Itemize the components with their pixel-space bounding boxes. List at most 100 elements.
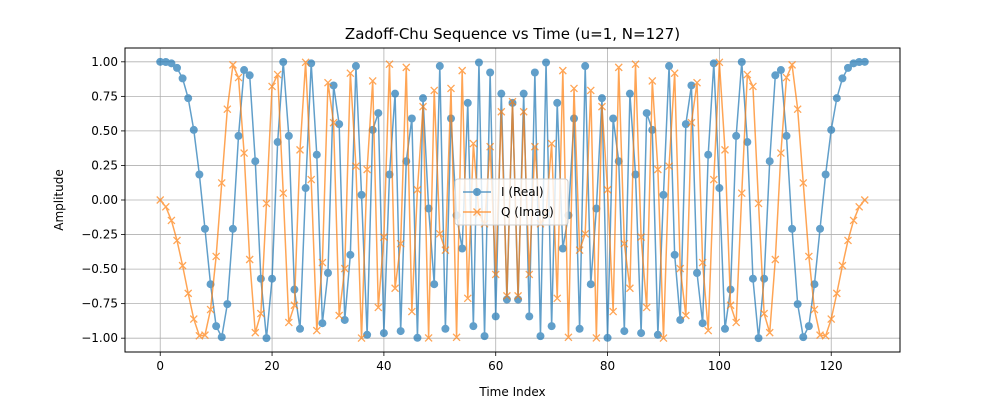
- data-point: [240, 66, 249, 75]
- data-point: [256, 309, 265, 318]
- data-point: [625, 284, 634, 293]
- data-point: [357, 334, 366, 343]
- data-point: [732, 318, 741, 327]
- data-point: [782, 73, 791, 82]
- x-tick-label: 0: [156, 359, 164, 373]
- data-point: [458, 66, 467, 75]
- data-point: [469, 322, 478, 331]
- data-point: [340, 315, 349, 324]
- data-point: [452, 333, 461, 342]
- data-point: [748, 274, 757, 283]
- data-point: [765, 328, 774, 337]
- data-point: [424, 204, 433, 213]
- data-point: [558, 66, 567, 75]
- data-point: [212, 252, 221, 261]
- data-point: [754, 334, 763, 343]
- data-point: [799, 333, 808, 342]
- y-tick-label: −0.50: [81, 262, 118, 276]
- data-point: [223, 300, 232, 309]
- data-point: [620, 327, 629, 336]
- data-point: [771, 255, 780, 264]
- data-point: [508, 97, 517, 106]
- data-point: [838, 261, 847, 270]
- data-point: [592, 333, 601, 342]
- data-point: [156, 196, 165, 204]
- chart-title: Zadoff-Chu Sequence vs Time (u=1, N=127): [345, 25, 680, 43]
- x-tick-label: 20: [264, 359, 279, 373]
- data-point: [558, 244, 567, 253]
- data-point: [620, 239, 629, 248]
- data-point: [676, 264, 685, 273]
- data-point: [844, 236, 852, 245]
- data-point: [525, 312, 534, 321]
- data-point: [346, 250, 355, 259]
- data-point: [771, 71, 780, 80]
- data-point: [642, 303, 651, 312]
- data-point: [547, 139, 556, 148]
- data-point: [693, 78, 701, 87]
- data-point: [351, 62, 360, 71]
- data-point: [581, 62, 590, 71]
- data-point: [189, 315, 198, 324]
- data-point: [396, 327, 405, 336]
- data-point: [687, 81, 696, 90]
- data-point: [469, 139, 478, 148]
- data-point: [793, 300, 802, 309]
- data-point: [642, 109, 651, 118]
- data-point: [195, 170, 204, 179]
- data-point: [592, 204, 601, 213]
- data-point: [184, 94, 193, 103]
- data-point: [816, 224, 825, 233]
- data-point: [547, 322, 556, 331]
- data-point: [497, 89, 506, 98]
- data-point: [324, 78, 332, 87]
- data-point: [486, 68, 495, 77]
- data-point: [553, 98, 562, 107]
- data-point: [564, 333, 573, 342]
- data-point: [748, 82, 757, 91]
- data-point: [312, 326, 321, 335]
- data-point: [497, 107, 506, 116]
- data-point: [447, 84, 455, 93]
- data-point: [838, 74, 847, 83]
- data-point: [184, 289, 193, 298]
- data-point: [581, 229, 590, 238]
- data-point: [827, 315, 836, 324]
- legend-box: [454, 178, 569, 226]
- data-point: [463, 294, 472, 303]
- data-point: [530, 68, 539, 77]
- data-point: [676, 315, 685, 324]
- data-point: [698, 319, 707, 328]
- y-tick-label: 1.00: [91, 55, 118, 69]
- data-point: [346, 69, 355, 78]
- data-point: [553, 294, 562, 303]
- data-point: [435, 62, 444, 71]
- data-point: [217, 178, 226, 187]
- series-q-imag: [156, 58, 869, 343]
- data-point: [760, 274, 769, 283]
- data-point: [821, 170, 830, 179]
- data-point: [161, 202, 170, 211]
- data-point: [284, 318, 293, 327]
- data-point: [234, 73, 243, 82]
- y-tick-label: 0.00: [91, 193, 118, 207]
- data-point: [407, 307, 416, 316]
- data-point: [156, 57, 165, 66]
- data-point: [296, 324, 305, 333]
- data-point: [530, 142, 539, 151]
- data-point: [855, 57, 864, 66]
- data-point: [598, 102, 606, 111]
- data-point: [693, 269, 702, 277]
- data-point: [776, 149, 785, 158]
- data-point: [760, 309, 769, 318]
- data-point: [262, 199, 271, 208]
- data-point: [519, 107, 528, 116]
- data-point: [391, 89, 400, 98]
- data-point: [335, 311, 344, 320]
- data-point: [307, 175, 316, 184]
- data-point: [178, 261, 187, 270]
- data-point: [754, 199, 763, 208]
- data-point: [474, 58, 483, 67]
- data-point: [832, 289, 841, 298]
